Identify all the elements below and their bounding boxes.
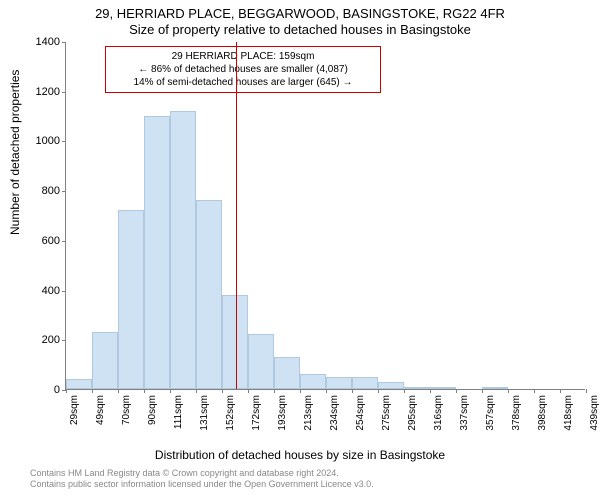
- y-tick-mark: [62, 92, 66, 93]
- x-tick-mark: [66, 389, 67, 393]
- infobox-line1: 29 HERRIARD PLACE: 159sqm: [112, 50, 374, 63]
- histogram-bar: [66, 379, 92, 389]
- histogram-bar: [300, 374, 326, 389]
- x-tick-mark: [404, 389, 405, 393]
- histogram-bar: [92, 332, 118, 389]
- y-tick-label: 200: [42, 334, 60, 346]
- x-tick-mark: [248, 389, 249, 393]
- histogram-bar: [482, 387, 508, 389]
- x-tick-mark: [508, 389, 509, 393]
- x-tick-label: 49sqm: [95, 395, 106, 425]
- x-tick-mark: [300, 389, 301, 393]
- footnote-line2: Contains public sector information licen…: [30, 479, 590, 490]
- x-tick-label: 398sqm: [537, 395, 548, 431]
- y-axis-label: Number of detached properties: [8, 70, 22, 235]
- y-tick-label: 1200: [36, 86, 60, 98]
- x-tick-label: 254sqm: [355, 395, 366, 431]
- histogram-bar: [222, 295, 248, 389]
- x-tick-label: 131sqm: [199, 395, 210, 431]
- x-tick-label: 316sqm: [433, 395, 444, 431]
- chart-title-line1: 29, HERRIARD PLACE, BEGGARWOOD, BASINGST…: [0, 6, 600, 21]
- x-tick-label: 152sqm: [225, 395, 236, 431]
- histogram-bar: [170, 111, 196, 389]
- x-tick-mark: [378, 389, 379, 393]
- infobox-line3: 14% of semi-detached houses are larger (…: [112, 76, 374, 89]
- y-tick-mark: [62, 191, 66, 192]
- x-tick-label: 172sqm: [251, 395, 262, 431]
- x-tick-label: 337sqm: [459, 395, 470, 431]
- x-tick-label: 439sqm: [589, 395, 600, 431]
- x-tick-label: 275sqm: [381, 395, 392, 431]
- y-tick-mark: [62, 42, 66, 43]
- chart-title-line2: Size of property relative to detached ho…: [0, 22, 600, 37]
- y-tick-label: 1000: [36, 135, 60, 147]
- x-tick-mark: [456, 389, 457, 393]
- x-tick-mark: [118, 389, 119, 393]
- x-tick-mark: [274, 389, 275, 393]
- y-tick-label: 600: [42, 235, 60, 247]
- histogram-bar: [430, 387, 456, 389]
- footnote-line1: Contains HM Land Registry data © Crown c…: [30, 468, 590, 479]
- y-tick-mark: [62, 241, 66, 242]
- x-tick-label: 378sqm: [511, 395, 522, 431]
- marker-line: [236, 42, 237, 389]
- y-tick-mark: [62, 141, 66, 142]
- y-tick-label: 800: [42, 185, 60, 197]
- x-tick-label: 213sqm: [303, 395, 314, 431]
- x-tick-mark: [170, 389, 171, 393]
- x-tick-mark: [534, 389, 535, 393]
- y-tick-label: 400: [42, 285, 60, 297]
- histogram-bar: [404, 387, 430, 389]
- x-tick-label: 111sqm: [173, 395, 184, 429]
- y-tick-mark: [62, 340, 66, 341]
- x-tick-mark: [560, 389, 561, 393]
- x-tick-mark: [92, 389, 93, 393]
- marker-infobox: 29 HERRIARD PLACE: 159sqm ← 86% of detac…: [105, 46, 381, 93]
- x-tick-label: 295sqm: [407, 395, 418, 431]
- histogram-bar: [118, 210, 144, 389]
- x-tick-label: 70sqm: [121, 395, 132, 425]
- x-tick-label: 193sqm: [277, 395, 288, 431]
- histogram-bar: [378, 382, 404, 389]
- x-tick-label: 418sqm: [563, 395, 574, 431]
- histogram-bar: [326, 377, 352, 389]
- y-tick-mark: [62, 291, 66, 292]
- x-tick-label: 357sqm: [485, 395, 496, 431]
- x-tick-mark: [586, 389, 587, 393]
- plot-area: 29 HERRIARD PLACE: 159sqm ← 86% of detac…: [65, 42, 585, 390]
- infobox-line2: ← 86% of detached houses are smaller (4,…: [112, 63, 374, 76]
- x-tick-label: 90sqm: [147, 395, 158, 425]
- x-tick-label: 29sqm: [69, 395, 80, 425]
- x-tick-mark: [430, 389, 431, 393]
- x-tick-mark: [326, 389, 327, 393]
- x-tick-mark: [352, 389, 353, 393]
- histogram-bar: [144, 116, 170, 389]
- histogram-bar: [352, 377, 378, 389]
- y-tick-label: 0: [54, 384, 60, 396]
- x-tick-mark: [196, 389, 197, 393]
- y-tick-label: 1400: [36, 36, 60, 48]
- x-axis-label: Distribution of detached houses by size …: [0, 448, 600, 462]
- histogram-bar: [196, 200, 222, 389]
- footnote: Contains HM Land Registry data © Crown c…: [30, 468, 590, 491]
- x-tick-mark: [144, 389, 145, 393]
- histogram-bar: [274, 357, 300, 389]
- x-tick-mark: [222, 389, 223, 393]
- histogram-bar: [248, 334, 274, 389]
- x-tick-mark: [482, 389, 483, 393]
- x-tick-label: 234sqm: [329, 395, 340, 431]
